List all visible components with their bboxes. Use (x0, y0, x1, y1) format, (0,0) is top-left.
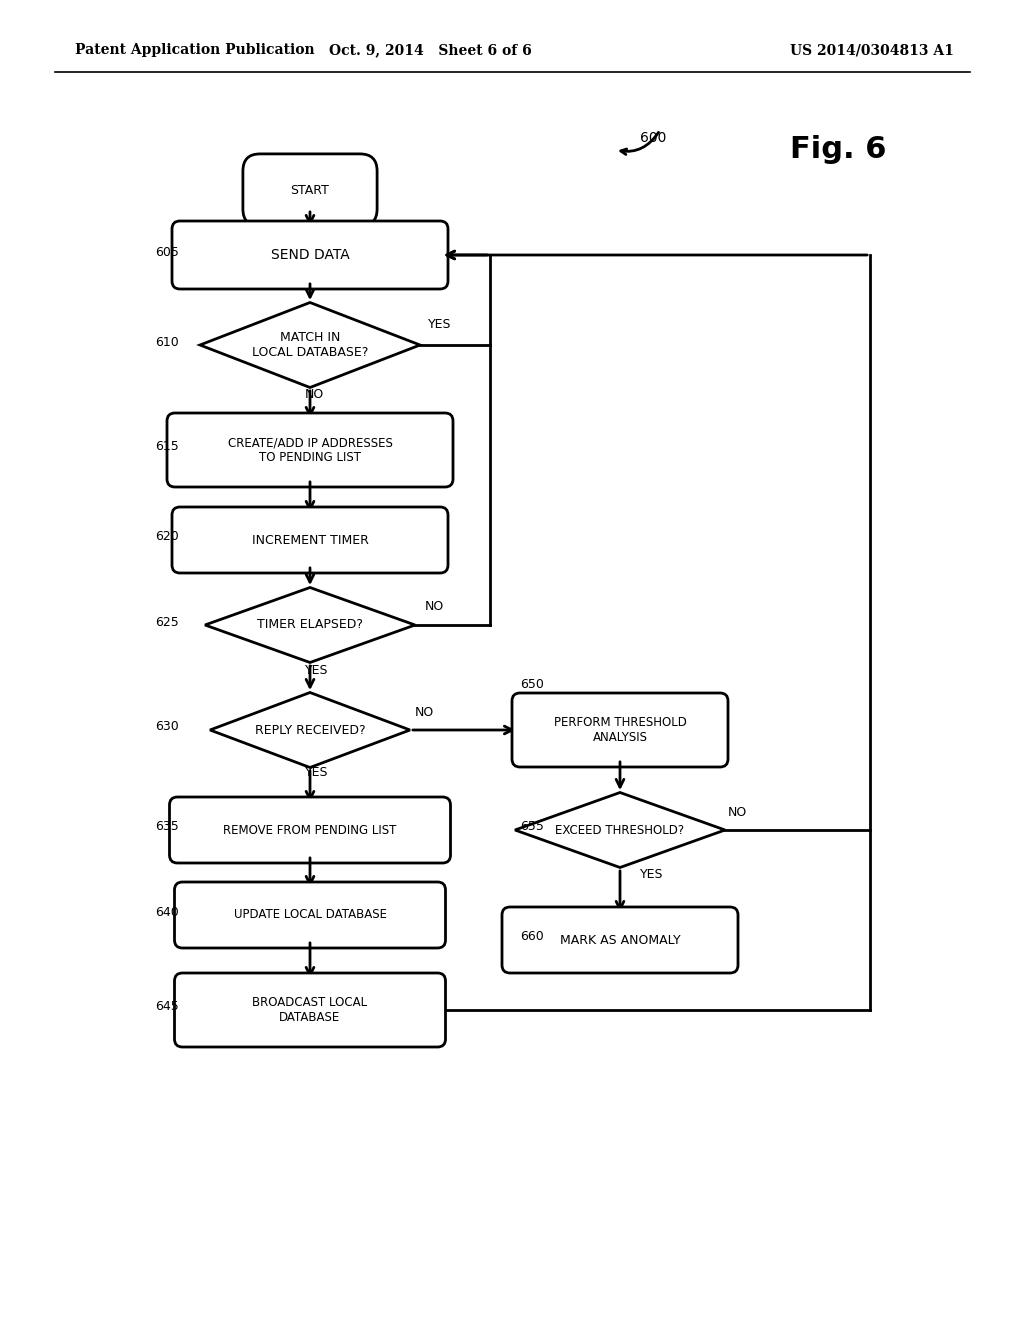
Text: 610: 610 (155, 335, 179, 348)
Text: 650: 650 (520, 677, 544, 690)
Text: 635: 635 (155, 821, 179, 833)
Text: 625: 625 (155, 615, 179, 628)
Text: REPLY RECEIVED?: REPLY RECEIVED? (255, 723, 366, 737)
Text: PERFORM THRESHOLD
ANALYSIS: PERFORM THRESHOLD ANALYSIS (554, 715, 686, 744)
Polygon shape (210, 693, 410, 767)
Text: 605: 605 (155, 246, 179, 259)
Text: 620: 620 (155, 531, 179, 544)
Polygon shape (205, 587, 415, 663)
Text: REMOVE FROM PENDING LIST: REMOVE FROM PENDING LIST (223, 824, 396, 837)
Text: Fig. 6: Fig. 6 (790, 136, 887, 165)
Text: YES: YES (428, 318, 452, 331)
Text: TIMER ELAPSED?: TIMER ELAPSED? (257, 619, 362, 631)
FancyBboxPatch shape (172, 507, 449, 573)
Text: MARK AS ANOMALY: MARK AS ANOMALY (560, 933, 680, 946)
Text: 630: 630 (155, 721, 179, 734)
Text: 615: 615 (155, 441, 179, 454)
Text: YES: YES (305, 664, 329, 676)
Text: INCREMENT TIMER: INCREMENT TIMER (252, 533, 369, 546)
Text: MATCH IN
LOCAL DATABASE?: MATCH IN LOCAL DATABASE? (252, 331, 369, 359)
FancyBboxPatch shape (172, 220, 449, 289)
Polygon shape (515, 792, 725, 867)
Text: US 2014/0304813 A1: US 2014/0304813 A1 (790, 44, 954, 57)
FancyBboxPatch shape (502, 907, 738, 973)
FancyBboxPatch shape (512, 693, 728, 767)
Text: YES: YES (640, 869, 664, 882)
FancyBboxPatch shape (243, 154, 377, 226)
Text: 660: 660 (520, 931, 544, 944)
Text: 645: 645 (155, 1001, 179, 1014)
Text: SEND DATA: SEND DATA (270, 248, 349, 261)
FancyBboxPatch shape (174, 882, 445, 948)
Text: START: START (291, 183, 330, 197)
Text: Patent Application Publication: Patent Application Publication (75, 44, 314, 57)
Text: NO: NO (728, 805, 748, 818)
FancyBboxPatch shape (170, 797, 451, 863)
Text: 600: 600 (640, 131, 667, 145)
FancyBboxPatch shape (167, 413, 453, 487)
Text: 640: 640 (155, 906, 179, 919)
Text: BROADCAST LOCAL
DATABASE: BROADCAST LOCAL DATABASE (253, 997, 368, 1024)
FancyBboxPatch shape (174, 973, 445, 1047)
Text: EXCEED THRESHOLD?: EXCEED THRESHOLD? (555, 824, 685, 837)
Polygon shape (200, 302, 420, 388)
Text: UPDATE LOCAL DATABASE: UPDATE LOCAL DATABASE (233, 908, 386, 921)
Text: NO: NO (415, 706, 434, 719)
Text: Oct. 9, 2014   Sheet 6 of 6: Oct. 9, 2014 Sheet 6 of 6 (329, 44, 531, 57)
Text: 655: 655 (520, 821, 544, 833)
Text: NO: NO (425, 601, 444, 614)
Text: YES: YES (305, 766, 329, 779)
Text: CREATE/ADD IP ADDRESSES
TO PENDING LIST: CREATE/ADD IP ADDRESSES TO PENDING LIST (227, 436, 392, 465)
Text: NO: NO (305, 388, 325, 401)
